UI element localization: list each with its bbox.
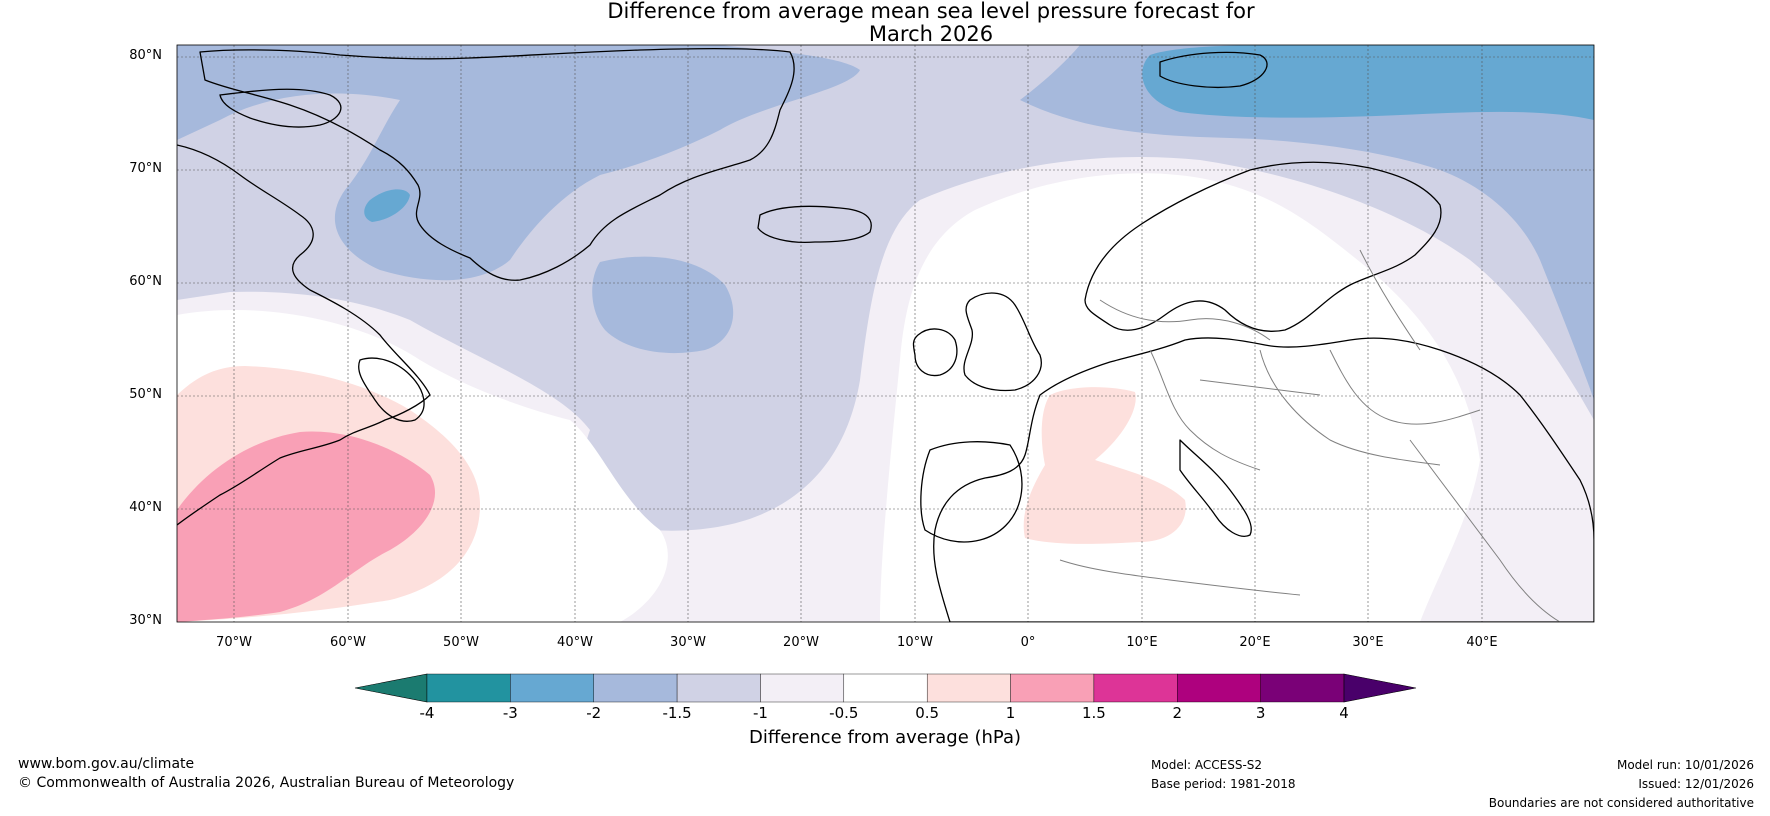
coastlines bbox=[177, 48, 1594, 622]
map-frame bbox=[176, 44, 1595, 623]
lon-label-40w: 40°W bbox=[557, 635, 593, 650]
chart-title-line-1: Difference from average mean sea level p… bbox=[607, 0, 1255, 23]
colorbar-tick-label: 2 bbox=[1172, 704, 1183, 722]
colorbar-arrow-min bbox=[354, 673, 428, 703]
coastline-iberia bbox=[920, 441, 1023, 543]
lat-label-60n: 60°N bbox=[129, 274, 162, 289]
colorbar-swatch bbox=[593, 673, 678, 703]
country-borders bbox=[1059, 249, 1561, 622]
coastline-north-america bbox=[177, 144, 431, 526]
anomaly-region-plus0-5-med bbox=[1023, 387, 1186, 544]
lon-label-10w: 10°W bbox=[897, 635, 933, 650]
colorbar-tick-label: -2 bbox=[586, 704, 602, 722]
lon-label-30e: 30°E bbox=[1352, 635, 1384, 650]
footer-disclaimer: Boundaries are not considered authoritat… bbox=[1488, 796, 1754, 810]
lon-label-30w: 30°W bbox=[670, 635, 706, 650]
lat-label-50n: 50°N bbox=[129, 387, 162, 402]
colorbar-swatch bbox=[1010, 673, 1095, 703]
colorbar-swatch bbox=[510, 673, 594, 703]
coastline-greenland bbox=[199, 48, 795, 281]
colorbar-tick-label: 1.5 bbox=[1081, 704, 1106, 722]
colorbar-swatch bbox=[760, 673, 845, 703]
colorbar-swatch bbox=[1093, 673, 1178, 703]
coastline-ireland bbox=[912, 328, 958, 377]
lat-label-40n: 40°N bbox=[129, 500, 162, 515]
footer-model: Model: ACCESS-S2 bbox=[1151, 758, 1263, 772]
lon-label-10e: 10°E bbox=[1126, 635, 1158, 650]
colorbar-arrow-max bbox=[1343, 673, 1417, 703]
colorbar-swatch bbox=[926, 673, 1011, 703]
colorbar-swatch bbox=[843, 673, 928, 703]
lon-label-20e: 20°E bbox=[1239, 635, 1271, 650]
coastline-iceland bbox=[757, 205, 872, 244]
anomaly-region-minus1-5-patch bbox=[592, 256, 734, 354]
colorbar-tick-label: -0.5 bbox=[829, 704, 859, 722]
colorbar-tick-label: 4 bbox=[1339, 704, 1349, 722]
colorbar-tick-label: 0.5 bbox=[915, 704, 940, 722]
anomaly-region-minus2-greenland bbox=[364, 189, 410, 222]
footer-copyright: © Commonwealth of Australia 2026, Austra… bbox=[18, 775, 515, 791]
lat-label-80n: 80°N bbox=[129, 48, 162, 63]
lon-label-40e: 40°E bbox=[1466, 635, 1498, 650]
anomaly-region-plus1-west bbox=[177, 431, 436, 622]
coastline-great-britain bbox=[963, 292, 1042, 392]
colorbar-tick-label: -1 bbox=[752, 704, 768, 722]
coastline-italy bbox=[1179, 439, 1252, 537]
colorbar-swatch bbox=[426, 673, 511, 703]
colorbar-swatches bbox=[354, 673, 1417, 703]
coastline-scandinavia bbox=[1084, 161, 1442, 332]
coastline-svalbard bbox=[1159, 51, 1268, 89]
footer-issued: Issued: 12/01/2026 bbox=[1638, 777, 1754, 791]
footer-model-run: Model run: 10/01/2026 bbox=[1616, 758, 1754, 772]
colorbar-tick-label: 3 bbox=[1255, 704, 1266, 722]
anomaly-map bbox=[176, 44, 1595, 623]
colorbar-tick-label: -4 bbox=[419, 704, 435, 722]
colorbar-tick-label: 1 bbox=[1005, 704, 1016, 722]
colorbar-label: Difference from average (hPa) bbox=[748, 727, 1022, 748]
colorbar-tick-label: -3 bbox=[502, 704, 518, 722]
lon-label-60w: 60°W bbox=[330, 635, 366, 650]
lon-label-50w: 50°W bbox=[443, 635, 479, 650]
lon-label-0: 0° bbox=[1020, 635, 1036, 650]
footer-website: www.bom.gov.au/climate bbox=[18, 756, 195, 772]
footer-base-period: Base period: 1981-2018 bbox=[1151, 777, 1296, 791]
colorbar-tick-label: -1.5 bbox=[662, 704, 692, 722]
coastline-europe bbox=[933, 337, 1594, 622]
chart-title: Difference from average mean sea level p… bbox=[0, 0, 1770, 46]
colorbar-swatch bbox=[1260, 673, 1345, 703]
lat-label-30n: 30°N bbox=[129, 613, 162, 628]
coastline-ellesmere bbox=[219, 88, 342, 128]
chart-title-line-2: March 2026 bbox=[868, 22, 994, 46]
colorbar-swatch bbox=[676, 673, 761, 703]
lat-label-70n: 70°N bbox=[129, 161, 162, 176]
graticule bbox=[177, 45, 1594, 622]
lon-label-20w: 20°W bbox=[783, 635, 819, 650]
anomaly-region-minus1-5-northeast bbox=[1020, 45, 1594, 400]
colorbar-swatch bbox=[1177, 673, 1261, 703]
coastline-newfoundland bbox=[358, 357, 425, 422]
lon-label-70w: 70°W bbox=[216, 635, 252, 650]
